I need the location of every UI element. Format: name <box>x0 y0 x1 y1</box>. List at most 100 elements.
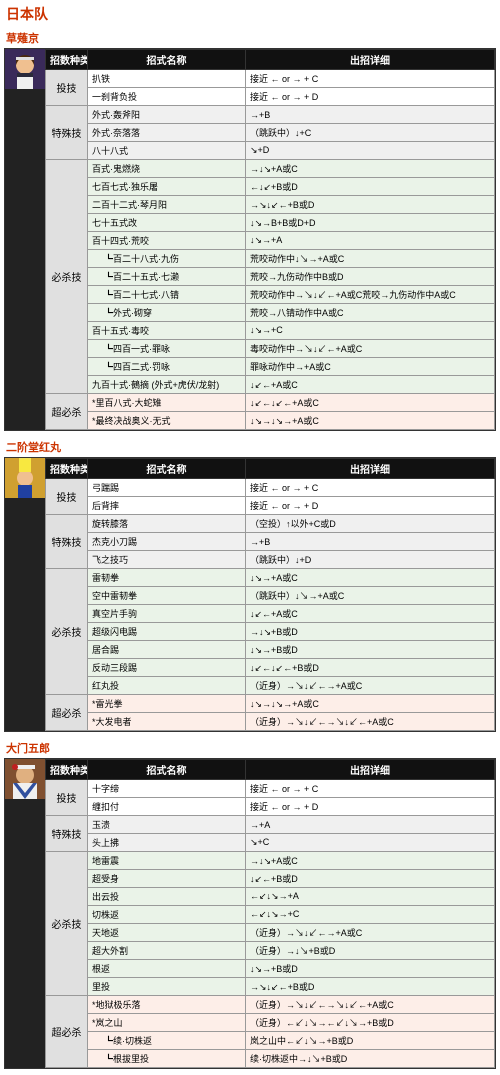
move-name-cell: 后背摔 <box>88 497 246 515</box>
move-row: 天地返（近身）→↘↓↙←→+A或C <box>46 924 495 942</box>
moves-table: 招数种类 招式名称 出招详细投技扒铁接近 ← or → + C一刹背负投接近 ←… <box>45 49 495 430</box>
move-command-cell: →+B <box>246 106 495 124</box>
move-name-cell: 超大外割 <box>88 942 246 960</box>
move-name-cell: ┗百二十七式·八锖 <box>88 286 246 304</box>
move-command-cell: ↓↘→+A或C <box>246 569 495 587</box>
move-row: 二百十二式·琴月阳→↘↓↙←+B或D <box>46 196 495 214</box>
header-name: 招式名称 <box>88 50 246 70</box>
header-category: 招数种类 <box>46 50 88 70</box>
move-command-cell: ↓↘→+A <box>246 232 495 250</box>
move-command-cell: ↓↘→↓↘→+A或C <box>246 412 495 430</box>
character-block: 招数种类 招式名称 出招详细投技弓踹踢接近 ← or → + C后背摔接近 ← … <box>4 457 496 732</box>
move-command-cell: （近身）→↘↓↙←→+A或C <box>246 924 495 942</box>
move-category-cell: 超必杀 <box>46 695 88 731</box>
move-category-cell: 投技 <box>46 70 88 106</box>
move-name-cell: ┗四百一式·罪咏 <box>88 340 246 358</box>
move-name-cell: 反动三段踢 <box>88 659 246 677</box>
move-command-cell: ↘+D <box>246 142 495 160</box>
move-command-cell: 续·切株返中→↓↘+B或D <box>246 1050 495 1068</box>
move-name-cell: ┗续·切株返 <box>88 1032 246 1050</box>
move-name-cell: 玉溃 <box>88 816 246 834</box>
move-command-cell: （近身）→↘↓↙←→↘↓↙←+A或C <box>246 996 495 1014</box>
move-name-cell: *最终决战奥义·无式 <box>88 412 246 430</box>
move-command-cell: →↓↘+A或C <box>246 852 495 870</box>
header-name: 招式名称 <box>88 760 246 780</box>
move-name-cell: 头上拂 <box>88 834 246 852</box>
move-name-cell: 超受身 <box>88 870 246 888</box>
moves-table: 招数种类 招式名称 出招详细投技十字缔接近 ← or → + C缠扣付接近 ← … <box>45 759 495 1068</box>
move-row: 特殊技外式·轰斧阳→+B <box>46 106 495 124</box>
move-row: ┗百二十五式·七濑荒咬→九伤动作中B或D <box>46 268 495 286</box>
move-row: ┗百二十八式·九伤荒咬动作中↓↘→+A或C <box>46 250 495 268</box>
move-name-cell: ┗四百二式·罚咏 <box>88 358 246 376</box>
portrait-benimaru <box>5 458 45 498</box>
move-row: 真空片手驹↓↙←+A或C <box>46 605 495 623</box>
move-name-cell: 天地返 <box>88 924 246 942</box>
move-command-cell: ↓↘→+B或D <box>246 641 495 659</box>
move-name-cell: 扒铁 <box>88 70 246 88</box>
move-command-cell: 荒咬→九伤动作中B或D <box>246 268 495 286</box>
move-command-cell: （近身）→↘↓↙←→↘↓↙←+A或C <box>246 713 495 731</box>
header-command: 出招详细 <box>246 760 495 780</box>
move-command-cell: ↓↙←↓↙←+B或D <box>246 659 495 677</box>
header-category: 招数种类 <box>46 459 88 479</box>
header-name: 招式名称 <box>88 459 246 479</box>
move-name-cell: ┗外式·砌穿 <box>88 304 246 322</box>
move-category-cell: 必杀技 <box>46 852 88 996</box>
move-name-cell: 空中雷韧拳 <box>88 587 246 605</box>
move-name-cell: 红丸投 <box>88 677 246 695</box>
move-name-cell: 居合踢 <box>88 641 246 659</box>
move-row: 头上拂↘+C <box>46 834 495 852</box>
move-name-cell: 缠扣付 <box>88 798 246 816</box>
portrait-daimon <box>5 759 45 799</box>
move-command-cell: （空投）↑以外+C或D <box>246 515 495 533</box>
move-name-cell: 二百十二式·琴月阳 <box>88 196 246 214</box>
move-command-cell: →↓↘+B或D <box>246 623 495 641</box>
move-row: *大发电者（近身）→↘↓↙←→↘↓↙←+A或C <box>46 713 495 731</box>
move-command-cell: （跳跃中）↓+D <box>246 551 495 569</box>
move-row: *最终决战奥义·无式↓↘→↓↘→+A或C <box>46 412 495 430</box>
move-command-cell: ↓↙←+A或C <box>246 605 495 623</box>
character-name: 草薙京 <box>0 28 500 48</box>
move-row: 飞之技巧（跳跃中）↓+D <box>46 551 495 569</box>
move-row: 八十八式↘+D <box>46 142 495 160</box>
move-row: 反动三段踢↓↙←↓↙←+B或D <box>46 659 495 677</box>
move-name-cell: 出云投 <box>88 888 246 906</box>
move-command-cell: ↓↙←+B或D <box>246 870 495 888</box>
move-row: 超必杀*里百八式·大蛇雉↓↙←↓↙←+A或C <box>46 394 495 412</box>
move-command-cell: ↓↘→B+B或D+D <box>246 214 495 232</box>
move-command-cell: 接近 ← or → + D <box>246 88 495 106</box>
move-name-cell: 里投 <box>88 978 246 996</box>
move-category-cell: 特殊技 <box>46 816 88 852</box>
move-command-cell: →↓↘+A或C <box>246 160 495 178</box>
header-command: 出招详细 <box>246 50 495 70</box>
character-name: 二阶堂红丸 <box>0 437 500 457</box>
portrait-column <box>5 458 45 731</box>
move-command-cell: ↓↘→+B或D <box>246 960 495 978</box>
move-name-cell: 弓踹踢 <box>88 479 246 497</box>
move-name-cell: 百十四式·荒咬 <box>88 232 246 250</box>
move-command-cell: →↘↓↙←+B或D <box>246 196 495 214</box>
move-row: 出云投←↙↓↘→+A <box>46 888 495 906</box>
move-command-cell: 接近 ← or → + C <box>246 70 495 88</box>
move-category-cell: 必杀技 <box>46 160 88 394</box>
move-name-cell: 雷韧拳 <box>88 569 246 587</box>
move-command-cell: ↓↘→↓↘→+A或C <box>246 695 495 713</box>
move-name-cell: 飞之技巧 <box>88 551 246 569</box>
move-row: 杰克小刀踢→+B <box>46 533 495 551</box>
move-name-cell: 八十八式 <box>88 142 246 160</box>
move-name-cell: ┗根拔里投 <box>88 1050 246 1068</box>
move-command-cell: 荒咬→八锖动作中A或C <box>246 304 495 322</box>
move-name-cell: *地狱极乐落 <box>88 996 246 1014</box>
move-row: 投技弓踹踢接近 ← or → + C <box>46 479 495 497</box>
move-command-cell: ↓↙←↓↙←+A或C <box>246 394 495 412</box>
move-name-cell: *里百八式·大蛇雉 <box>88 394 246 412</box>
portrait-kyo <box>5 49 45 89</box>
move-row: 后背摔接近 ← or → + D <box>46 497 495 515</box>
move-row: ┗四百二式·罚咏罪咏动作中→+A或C <box>46 358 495 376</box>
move-command-cell: 接近 ← or → + C <box>246 479 495 497</box>
move-command-cell: （近身）→↘↓↙←→+A或C <box>246 677 495 695</box>
move-name-cell: 七百七式·独乐屠 <box>88 178 246 196</box>
move-row: 百十四式·荒咬↓↘→+A <box>46 232 495 250</box>
move-command-cell: 罪咏动作中→+A或C <box>246 358 495 376</box>
